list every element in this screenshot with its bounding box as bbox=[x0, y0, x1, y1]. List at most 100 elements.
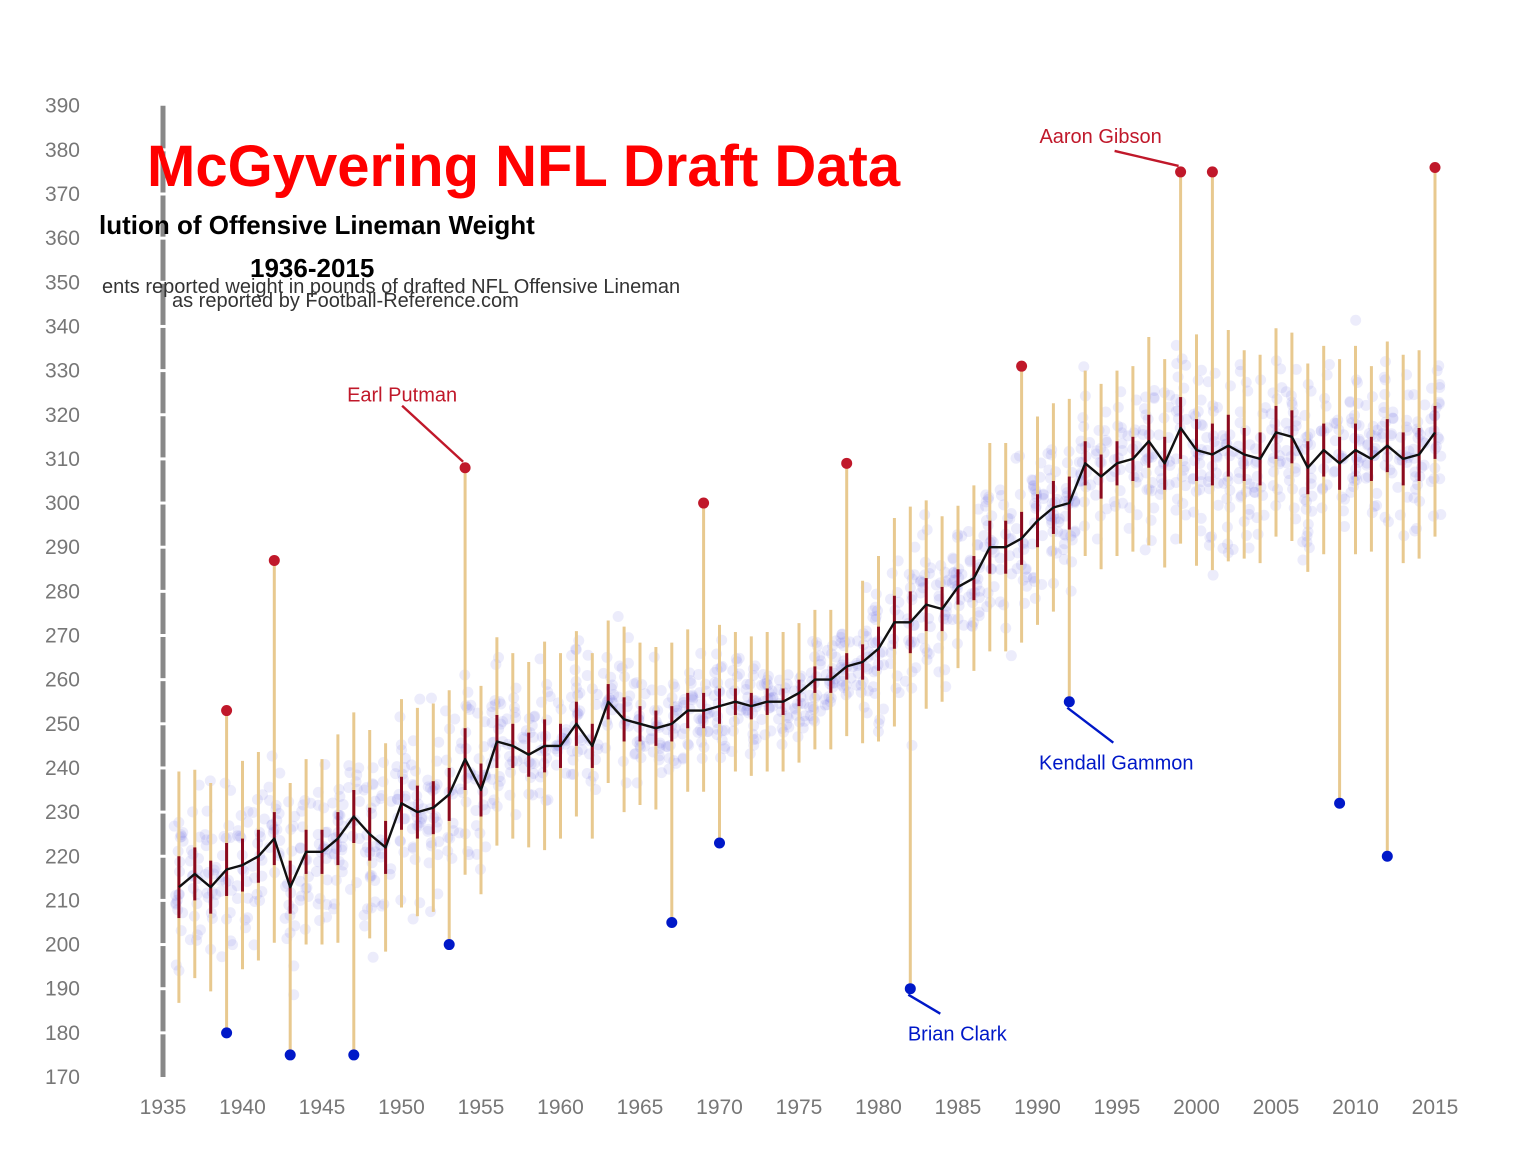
player-point bbox=[788, 702, 800, 714]
x-tick-label: 1955 bbox=[458, 1096, 505, 1119]
player-point bbox=[1402, 389, 1414, 401]
player-point bbox=[385, 795, 397, 807]
player-point bbox=[727, 725, 739, 737]
player-point bbox=[798, 710, 810, 722]
player-point bbox=[425, 692, 437, 704]
player-point bbox=[1434, 379, 1446, 391]
x-tick-label: 1950 bbox=[378, 1096, 425, 1119]
chart-source: as reported by Football-Reference.com bbox=[172, 290, 519, 312]
player-point bbox=[677, 752, 689, 764]
player-point bbox=[862, 663, 874, 675]
player-point bbox=[1010, 452, 1022, 464]
player-point bbox=[994, 596, 1006, 608]
player-point bbox=[358, 909, 370, 921]
player-point bbox=[374, 834, 386, 846]
player-point bbox=[1403, 445, 1415, 457]
player-point bbox=[231, 893, 243, 905]
player-point bbox=[343, 760, 355, 772]
player-point bbox=[1137, 424, 1149, 436]
player-point bbox=[645, 732, 657, 744]
player-point bbox=[740, 705, 752, 717]
player-point bbox=[1170, 393, 1182, 405]
player-point bbox=[1280, 417, 1292, 429]
player-point bbox=[1244, 439, 1256, 451]
y-tick-label: 250 bbox=[45, 713, 80, 736]
player-point bbox=[353, 833, 365, 845]
player-point bbox=[486, 701, 498, 713]
player-point bbox=[414, 693, 426, 705]
annotation-label: Kendall Gammon bbox=[1039, 753, 1194, 775]
player-point bbox=[1418, 459, 1430, 471]
x-tick-label: 2015 bbox=[1412, 1096, 1459, 1119]
player-point bbox=[1005, 650, 1017, 662]
player-point bbox=[369, 846, 381, 858]
player-point bbox=[385, 863, 397, 875]
player-point bbox=[868, 649, 880, 661]
player-point bbox=[716, 634, 728, 646]
player-point bbox=[375, 851, 387, 863]
player-point bbox=[1132, 460, 1144, 472]
player-point bbox=[432, 849, 444, 861]
player-point bbox=[1409, 525, 1421, 537]
y-tick-label: 370 bbox=[45, 183, 80, 206]
player-point bbox=[766, 685, 778, 697]
player-point bbox=[629, 748, 641, 760]
player-point bbox=[1139, 544, 1151, 556]
player-point bbox=[1043, 464, 1055, 476]
player-point bbox=[326, 848, 338, 860]
player-point bbox=[719, 724, 731, 736]
player-point bbox=[1379, 356, 1391, 368]
player-point bbox=[1180, 480, 1192, 492]
player-point bbox=[988, 581, 1000, 593]
player-point bbox=[465, 699, 477, 711]
player-point bbox=[861, 707, 873, 719]
player-point bbox=[906, 739, 918, 751]
player-point bbox=[719, 743, 731, 755]
player-point bbox=[528, 758, 540, 770]
player-point bbox=[247, 860, 259, 872]
player-point bbox=[1116, 427, 1128, 439]
player-point bbox=[1217, 542, 1229, 554]
player-point bbox=[702, 726, 714, 738]
light-outlier-point bbox=[1334, 797, 1346, 809]
player-point bbox=[264, 794, 276, 806]
x-tick-label: 1990 bbox=[1014, 1096, 1061, 1119]
player-point bbox=[200, 840, 212, 852]
annotation-line bbox=[907, 993, 941, 1015]
player-point bbox=[366, 808, 378, 820]
player-point bbox=[836, 679, 848, 691]
player-point bbox=[1240, 529, 1252, 541]
player-point bbox=[353, 795, 365, 807]
player-point bbox=[369, 840, 381, 852]
player-point bbox=[1029, 592, 1041, 604]
light-outlier-point bbox=[714, 837, 725, 849]
player-point bbox=[836, 628, 848, 640]
player-point bbox=[814, 658, 826, 670]
player-point bbox=[835, 631, 847, 643]
player-point bbox=[868, 666, 880, 678]
player-point bbox=[321, 898, 333, 910]
player-point bbox=[747, 663, 759, 675]
player-point bbox=[1196, 420, 1208, 432]
player-point bbox=[1207, 569, 1219, 581]
player-point bbox=[622, 632, 634, 644]
player-point bbox=[639, 688, 651, 700]
player-point bbox=[486, 706, 498, 718]
player-point bbox=[1026, 538, 1038, 550]
heavy-outlier-point bbox=[221, 705, 233, 717]
player-point bbox=[893, 609, 905, 621]
player-point bbox=[628, 678, 640, 690]
player-point bbox=[1148, 384, 1160, 396]
player-point bbox=[671, 700, 683, 712]
annotation-layer: Earl Putman Aaron Gibson Kendall Gammon Bri… bbox=[347, 126, 1193, 1046]
scatter-layer bbox=[168, 314, 1447, 1001]
player-point bbox=[283, 796, 295, 808]
player-point bbox=[210, 888, 222, 900]
player-point bbox=[1265, 408, 1277, 420]
annotation-label: Earl Putman bbox=[347, 385, 457, 407]
player-point bbox=[1408, 389, 1420, 401]
player-point bbox=[541, 678, 553, 690]
player-point bbox=[1037, 492, 1049, 504]
player-point bbox=[1145, 514, 1157, 526]
y-tick-label: 220 bbox=[45, 845, 80, 868]
